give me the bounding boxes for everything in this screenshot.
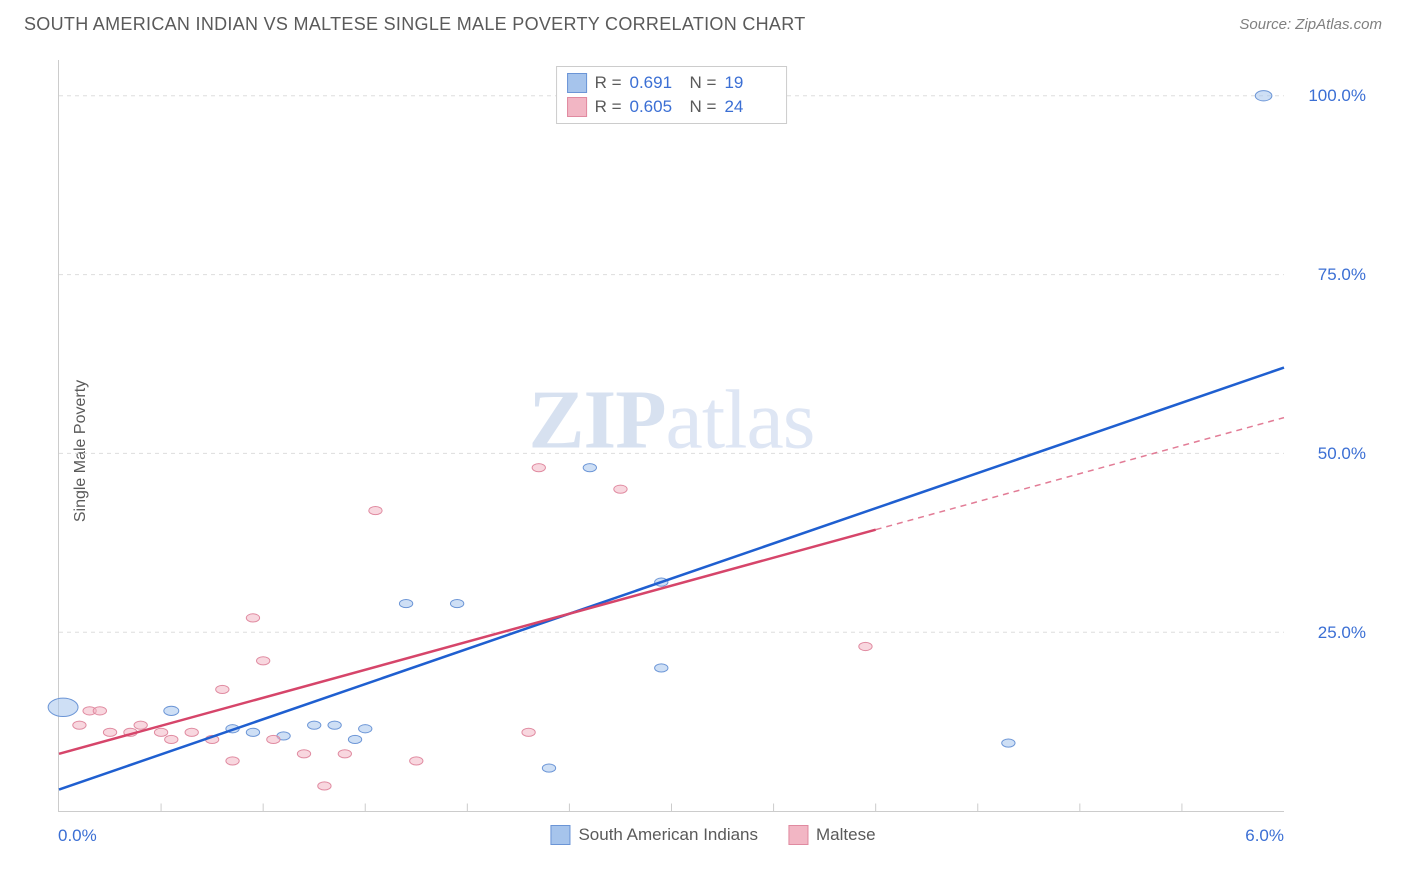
legend-stat-row: R = 0.605 N = 24 [567, 95, 777, 119]
x-tick-label: 6.0% [1245, 826, 1284, 846]
chart-container: Single Male Poverty ZIPatlas R =0.691N =… [50, 60, 1376, 842]
legend-item: South American Indians [550, 825, 758, 845]
chart-title: SOUTH AMERICAN INDIAN VS MALTESE SINGLE … [24, 14, 806, 35]
legend-swatch [550, 825, 570, 845]
legend-stat-row: R = 0.691 N = 19 [567, 71, 777, 95]
n-label: N = [690, 73, 717, 93]
y-tick-label: 100.0% [1308, 86, 1366, 106]
y-tick-label: 50.0% [1318, 444, 1366, 464]
r-label: R = [595, 97, 622, 117]
legend-swatch [788, 825, 808, 845]
legend-label: Maltese [816, 825, 876, 845]
y-tick-label: 25.0% [1318, 623, 1366, 643]
n-value: 24 [724, 97, 776, 117]
legend-label: South American Indians [578, 825, 758, 845]
r-value: 0.691 [630, 73, 682, 93]
legend-stats: R = 0.691 N = 19 R = 0.605 N = 24 [556, 66, 788, 124]
r-value: 0.605 [630, 97, 682, 117]
plot-area: ZIPatlas R =0.691N =19R =0.605N =24 [58, 60, 1284, 812]
legend-swatch [567, 97, 587, 117]
n-label: N = [690, 97, 717, 117]
y-tick-label: 75.0% [1318, 265, 1366, 285]
n-value: 19 [724, 73, 776, 93]
r-label: R = [595, 73, 622, 93]
x-tick-label: 0.0% [58, 826, 97, 846]
source-prefix: Source: [1239, 16, 1295, 33]
legend-swatch [567, 73, 587, 93]
y-axis-labels: 25.0% 50.0% 75.0% 100.0% [1291, 60, 1376, 812]
source-name: ZipAtlas.com [1295, 16, 1382, 33]
legend-item: Maltese [788, 825, 876, 845]
legend-series: South American Indians Maltese [550, 825, 875, 845]
source-label: Source: ZipAtlas.com [1239, 16, 1382, 33]
